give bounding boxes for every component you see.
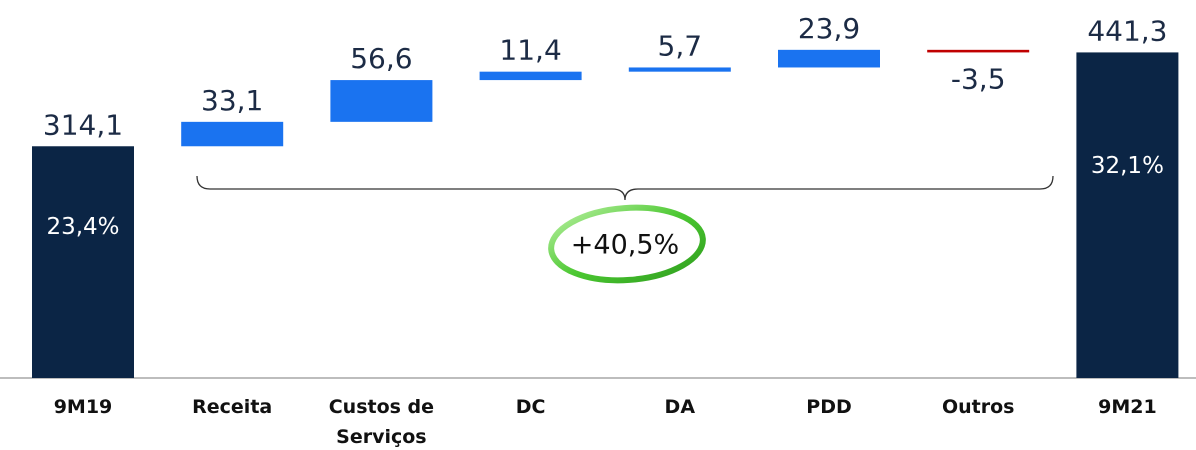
bar [479, 71, 582, 81]
x-tick-label: 9M21 [1098, 396, 1157, 418]
bar [1076, 52, 1179, 378]
value-label: 5,7 [658, 29, 703, 62]
value-label: 441,3 [1087, 14, 1167, 47]
x-tick-label: 9M19 [53, 396, 113, 418]
bar [330, 80, 433, 122]
highlight-ellipse [548, 204, 706, 284]
x-tick-label: Outros [941, 396, 1015, 418]
value-label: 23,9 [798, 12, 860, 45]
x-tick-label: Custos de Serviços [328, 396, 435, 448]
annotation: +40,5% [571, 230, 679, 261]
x-tick-label: DC [515, 396, 546, 418]
brace [196, 175, 1054, 201]
x-tick-label: DA [664, 396, 696, 418]
bar [32, 146, 134, 378]
bar [181, 121, 284, 147]
value-label: 11,4 [499, 34, 561, 67]
bar [628, 67, 731, 72]
bar [927, 49, 1030, 53]
x-tick-label: Receita [192, 396, 273, 418]
x-tick-label: PDD [806, 396, 852, 418]
inner-label: 23,4% [46, 214, 119, 240]
inner-label: 32,1% [1091, 153, 1164, 179]
bar [778, 49, 880, 68]
value-label: -3,5 [951, 62, 1006, 95]
value-label: 314,1 [43, 108, 123, 141]
value-label: 56,6 [350, 42, 412, 75]
value-label: 33,1 [201, 84, 263, 117]
